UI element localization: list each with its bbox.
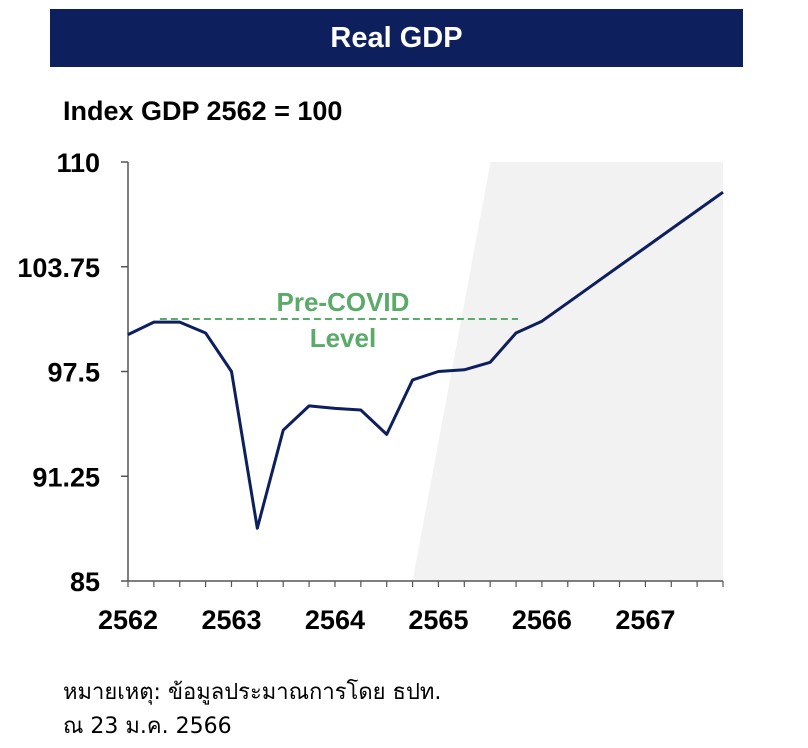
x-tick-label: 2567 (615, 605, 675, 635)
x-tick-label: 2565 (408, 605, 468, 635)
y-tick-label: 85 (70, 567, 100, 597)
chart-axes (121, 161, 724, 587)
y-tick-label: 110 (56, 148, 100, 178)
chart-title: Real GDP (330, 21, 463, 54)
gdp-series-line (127, 190, 724, 530)
forecast-shaded-region (412, 162, 723, 581)
y-tick-label: 91.25 (32, 462, 100, 492)
y-tick-label: 97.5 (47, 358, 100, 388)
pre-covid-label-line1: Pre-COVID (276, 287, 409, 317)
x-tick-label: 2563 (201, 605, 261, 635)
x-tick-label: 2566 (512, 605, 572, 635)
footnote-date: ณ 23 ม.ค. 2566 (63, 714, 232, 739)
x-tick-labels: 2562 2563 2564 2565 2566 2567 (98, 605, 675, 635)
pre-covid-label-line2: Level (310, 323, 377, 353)
chart-title-banner: Real GDP (50, 9, 743, 67)
x-tick-label: 2562 (98, 605, 158, 635)
x-tick-label: 2564 (305, 605, 365, 635)
footnote-source: หมายเหตุ: ข้อมูลประมาณการโดย ธปท. (63, 680, 442, 705)
y-tick-labels: 110 103.75 97.5 91.25 85 (17, 148, 100, 597)
y-axis-label: Index GDP 2562 = 100 (63, 96, 343, 126)
y-tick-label: 103.75 (17, 253, 100, 283)
